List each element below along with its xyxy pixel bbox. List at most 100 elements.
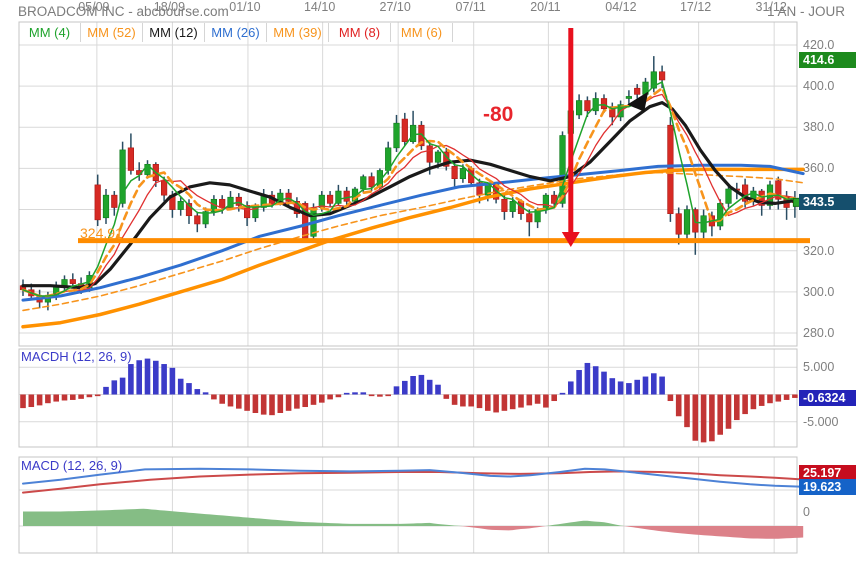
macdh-bar-negative bbox=[385, 394, 391, 397]
candle-up bbox=[559, 135, 566, 204]
candle-down bbox=[368, 176, 375, 188]
macdh-bar-negative bbox=[684, 394, 690, 428]
macdh-bar-positive bbox=[161, 364, 167, 395]
price-axis-tick: 360.0 bbox=[803, 161, 835, 176]
candle-down bbox=[69, 279, 76, 284]
candle-down bbox=[634, 87, 641, 95]
macdh-axis-tick: 5.000 bbox=[803, 360, 835, 375]
macdh-bar-positive bbox=[435, 384, 441, 395]
macdh-bar-negative bbox=[285, 394, 292, 411]
panel-borders bbox=[18, 21, 798, 554]
candle-down bbox=[600, 98, 608, 110]
mm4-line bbox=[22, 81, 796, 297]
last-price-badge: 343.5 bbox=[799, 194, 856, 210]
candle-down bbox=[194, 215, 201, 225]
price-axis-tick: 380.0 bbox=[803, 120, 835, 135]
price-axis-tick: 320.0 bbox=[803, 243, 835, 258]
candle-up bbox=[575, 100, 583, 116]
macdh-bar-negative bbox=[327, 394, 333, 400]
macd-axis-tick: 0 bbox=[803, 505, 810, 519]
candle-up bbox=[409, 124, 417, 142]
macdh-bar-positive bbox=[128, 364, 134, 395]
macdh-bar-negative bbox=[675, 394, 682, 417]
legend-item-4: MM (4) bbox=[19, 23, 81, 42]
candle-down bbox=[501, 198, 508, 212]
macdh-bar-positive bbox=[651, 373, 657, 395]
macdh-bar-positive bbox=[393, 386, 400, 395]
macdh-bar-negative bbox=[767, 394, 773, 404]
macdh-bar-negative bbox=[518, 394, 524, 408]
macdh-bar-positive bbox=[410, 376, 416, 395]
candle-down bbox=[127, 147, 135, 171]
candle-up bbox=[542, 194, 549, 210]
candle-up bbox=[725, 188, 732, 204]
macdh-bar-negative bbox=[252, 394, 259, 413]
macdh-bar-positive bbox=[617, 381, 624, 395]
macdh-bar-negative bbox=[543, 394, 549, 408]
macd-panel-title: MACD (12, 26, 9) bbox=[21, 458, 123, 473]
date-axis-tick: 20/11 bbox=[530, 0, 561, 14]
macd-diff-area-positive bbox=[23, 508, 804, 526]
price-axis-tick: 280.0 bbox=[803, 325, 835, 340]
macdh-bar-positive bbox=[559, 392, 566, 395]
macdh-bar-positive bbox=[111, 380, 118, 395]
candle-down bbox=[451, 166, 458, 180]
macdh-bar-positive bbox=[202, 392, 209, 395]
macdh-bar-negative bbox=[20, 394, 26, 409]
drop-annotation-label: -80 bbox=[483, 103, 514, 126]
macdh-bar-negative bbox=[211, 394, 217, 400]
macdh-bar-negative bbox=[700, 394, 707, 443]
macdh-bar-negative bbox=[310, 394, 317, 405]
macdh-bar-negative bbox=[70, 394, 76, 400]
candle-down bbox=[658, 71, 666, 81]
legend-item-12: MM (12) bbox=[143, 23, 205, 42]
candle-up bbox=[177, 201, 184, 210]
macdh-bar-negative bbox=[45, 394, 51, 404]
macdh-bar-positive bbox=[343, 392, 350, 395]
period-high-badge: 414.6 bbox=[799, 52, 856, 68]
candle-down bbox=[235, 196, 242, 206]
macdh-bar-positive bbox=[626, 383, 632, 395]
mm8-line bbox=[22, 93, 796, 297]
candle-down bbox=[244, 205, 251, 219]
date-axis-tick: 27/10 bbox=[379, 0, 411, 14]
macdh-bar-negative bbox=[709, 394, 715, 442]
macdh-bar-negative bbox=[526, 394, 533, 406]
macdh-bar-negative bbox=[94, 394, 101, 397]
mm-legend: MM (4) MM (52) MM (12) MM (26) MM (39) MM (8)… bbox=[19, 23, 453, 42]
macdh-bar-positive bbox=[352, 392, 358, 395]
macdh-bar-positive bbox=[177, 378, 184, 395]
support-price-label: 324.91 bbox=[80, 225, 123, 241]
period-label: 1 AN - JOUR bbox=[766, 4, 845, 19]
macdh-axis-tick: -5.000 bbox=[803, 414, 839, 429]
page-title: BROADCOM INC - abcbourse.com bbox=[18, 4, 229, 19]
date-axis-tick: 04/12 bbox=[605, 0, 637, 14]
candle-down bbox=[94, 184, 101, 221]
macdh-bar-negative bbox=[775, 394, 782, 402]
drop-arrow-head bbox=[561, 232, 580, 247]
macdh-bar-negative bbox=[493, 394, 499, 413]
macdh-bar-negative bbox=[377, 394, 383, 397]
candle-up bbox=[459, 168, 467, 180]
macdh-bar-positive bbox=[426, 379, 433, 395]
macdh-bar-positive bbox=[609, 378, 616, 395]
macdh-bar-negative bbox=[236, 394, 242, 409]
candle-up bbox=[434, 151, 442, 163]
macd-blue-line bbox=[22, 467, 805, 488]
macdh-panel-title: MACDH (12, 26, 9) bbox=[21, 349, 132, 364]
macdh-bar-positive bbox=[634, 379, 640, 395]
mm12-line bbox=[21, 100, 802, 290]
macdh-bar-negative bbox=[476, 394, 483, 409]
macdh-bar-positive bbox=[402, 380, 408, 395]
macdh-bar-negative bbox=[692, 394, 699, 441]
macdh-bar-positive bbox=[584, 362, 591, 395]
date-axis-tick: 14/10 bbox=[303, 0, 336, 14]
macdh-bar-negative bbox=[783, 394, 790, 400]
macdh-bar-negative bbox=[451, 394, 458, 405]
macdh-bar-negative bbox=[717, 394, 723, 435]
macdh-bar-negative bbox=[302, 394, 308, 408]
macdh-bar-negative bbox=[758, 394, 765, 406]
macdh-bar-positive bbox=[592, 366, 599, 395]
candle-down bbox=[219, 198, 226, 208]
